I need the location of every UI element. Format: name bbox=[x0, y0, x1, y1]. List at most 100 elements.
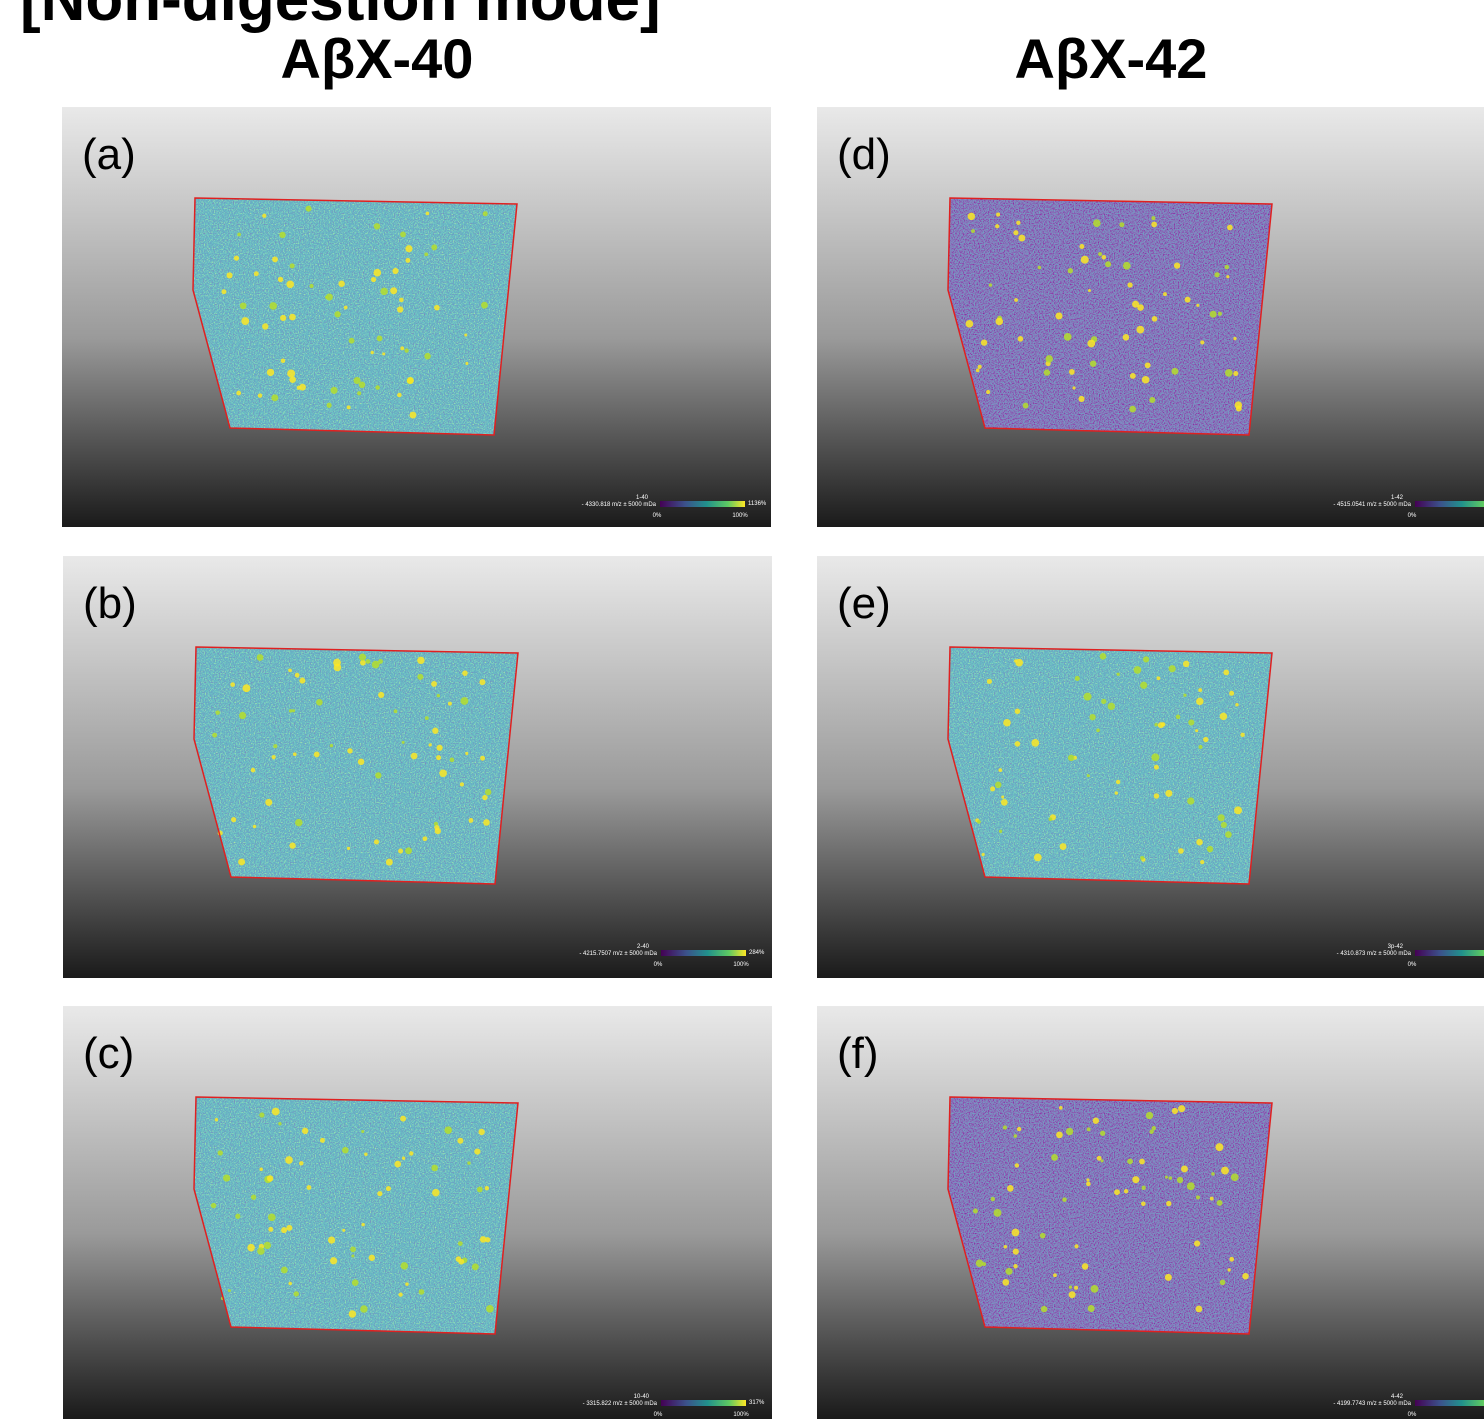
hotspot bbox=[411, 753, 418, 760]
hotspot bbox=[1082, 1263, 1089, 1270]
hotspot bbox=[254, 271, 259, 276]
hotspot bbox=[258, 393, 262, 397]
hotspot bbox=[342, 1229, 345, 1232]
hotspot bbox=[417, 657, 424, 664]
colorbar-max: 100% bbox=[733, 962, 749, 968]
colorbar bbox=[661, 950, 746, 956]
hotspot bbox=[1046, 355, 1053, 362]
hotspot bbox=[350, 1246, 356, 1252]
hotspot bbox=[280, 315, 286, 321]
hotspot bbox=[361, 1223, 365, 1227]
hotspot bbox=[1013, 1248, 1019, 1254]
hotspot bbox=[1068, 268, 1073, 273]
hotspot bbox=[375, 772, 381, 778]
colorbar-name: 1-40 bbox=[636, 495, 649, 501]
hotspot bbox=[1152, 316, 1158, 322]
hotspot bbox=[1215, 1143, 1223, 1151]
hotspot bbox=[377, 1191, 382, 1196]
tissue-image bbox=[194, 1097, 518, 1334]
hotspot bbox=[405, 847, 412, 854]
hotspot bbox=[481, 302, 488, 309]
hotspot bbox=[1235, 703, 1238, 706]
hotspot bbox=[1001, 795, 1004, 798]
hotspot bbox=[1177, 1177, 1183, 1183]
hotspot bbox=[1130, 373, 1136, 379]
hotspot bbox=[1203, 737, 1208, 742]
hotspot bbox=[1196, 304, 1199, 307]
hotspot bbox=[371, 351, 374, 354]
hotspot bbox=[1196, 1306, 1203, 1313]
hotspot bbox=[402, 1157, 405, 1160]
hotspot bbox=[392, 268, 398, 274]
hotspot bbox=[378, 692, 384, 698]
tissue-image bbox=[948, 647, 1272, 884]
hotspot bbox=[1183, 694, 1186, 697]
hotspot bbox=[1142, 1186, 1146, 1190]
hotspot bbox=[1200, 860, 1204, 864]
hotspot bbox=[1132, 1176, 1139, 1183]
hotspot bbox=[1101, 699, 1106, 704]
hotspot bbox=[1015, 709, 1020, 714]
hotspot bbox=[1151, 753, 1159, 761]
hotspot bbox=[1154, 793, 1160, 799]
hotspot bbox=[215, 710, 220, 715]
hotspot bbox=[1132, 301, 1139, 308]
hotspot bbox=[1015, 741, 1021, 747]
hotspot bbox=[1235, 401, 1242, 408]
hotspot bbox=[1056, 1132, 1063, 1139]
hotspot bbox=[480, 756, 485, 761]
hotspot bbox=[390, 287, 397, 294]
hotspot bbox=[226, 272, 232, 278]
hotspot bbox=[299, 1161, 303, 1165]
hotspot bbox=[407, 377, 414, 384]
hotspot bbox=[1146, 1112, 1153, 1119]
hotspot bbox=[1004, 1245, 1008, 1249]
hotspot bbox=[359, 654, 366, 661]
hotspot bbox=[987, 679, 992, 684]
hotspot bbox=[394, 1161, 401, 1168]
hotspot bbox=[424, 353, 431, 360]
hotspot bbox=[1129, 406, 1136, 413]
hotspot bbox=[1242, 1273, 1249, 1280]
panel-label: (c) bbox=[83, 1029, 134, 1078]
image-panel: (e)3p-42- 4310.873 m/z ± 5000 mDa0% bbox=[817, 556, 1484, 978]
hotspot bbox=[354, 377, 361, 384]
hotspot bbox=[426, 212, 430, 216]
hotspot bbox=[1016, 221, 1020, 225]
hotspot bbox=[299, 678, 305, 684]
colorbar bbox=[660, 501, 745, 507]
hotspot bbox=[1227, 225, 1233, 231]
hotspot bbox=[342, 1147, 349, 1154]
hotspot bbox=[485, 1237, 490, 1242]
hotspot bbox=[1116, 780, 1120, 784]
hotspot bbox=[990, 786, 995, 791]
hotspot bbox=[1218, 814, 1225, 821]
hotspot bbox=[369, 1255, 375, 1261]
hotspot bbox=[982, 853, 985, 856]
hotspot bbox=[242, 684, 250, 692]
hotspot bbox=[1196, 839, 1203, 846]
hotspot bbox=[1115, 791, 1118, 794]
hotspot bbox=[211, 1203, 216, 1208]
hotspot bbox=[1221, 822, 1227, 828]
hotspot bbox=[267, 1175, 274, 1182]
hotspot bbox=[448, 702, 452, 706]
hotspot bbox=[374, 269, 382, 277]
hotspot bbox=[1234, 806, 1242, 814]
hotspot bbox=[1166, 1201, 1171, 1206]
hotspot bbox=[450, 758, 455, 763]
hotspot bbox=[1117, 673, 1120, 676]
hotspot bbox=[264, 1242, 271, 1249]
hotspot bbox=[1003, 719, 1011, 727]
colorbar-max: 100% bbox=[732, 513, 748, 519]
colorbar-min: 0% bbox=[1408, 962, 1417, 968]
hotspot bbox=[288, 668, 292, 672]
hotspot bbox=[400, 1116, 406, 1122]
hotspot bbox=[397, 306, 403, 312]
panel-label: (a) bbox=[82, 130, 136, 179]
hotspot bbox=[361, 1130, 364, 1133]
hotspot bbox=[1013, 1264, 1017, 1268]
colorbar-peak: 284% bbox=[749, 950, 765, 956]
panel-label: (f) bbox=[837, 1029, 879, 1078]
hotspot bbox=[999, 830, 1002, 833]
